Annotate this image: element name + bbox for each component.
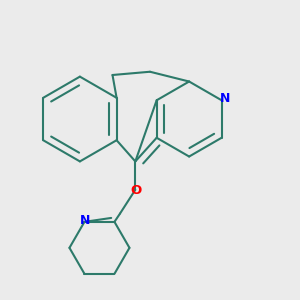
Text: O: O [130, 184, 142, 197]
Text: N: N [220, 92, 230, 106]
Text: N: N [80, 214, 90, 227]
